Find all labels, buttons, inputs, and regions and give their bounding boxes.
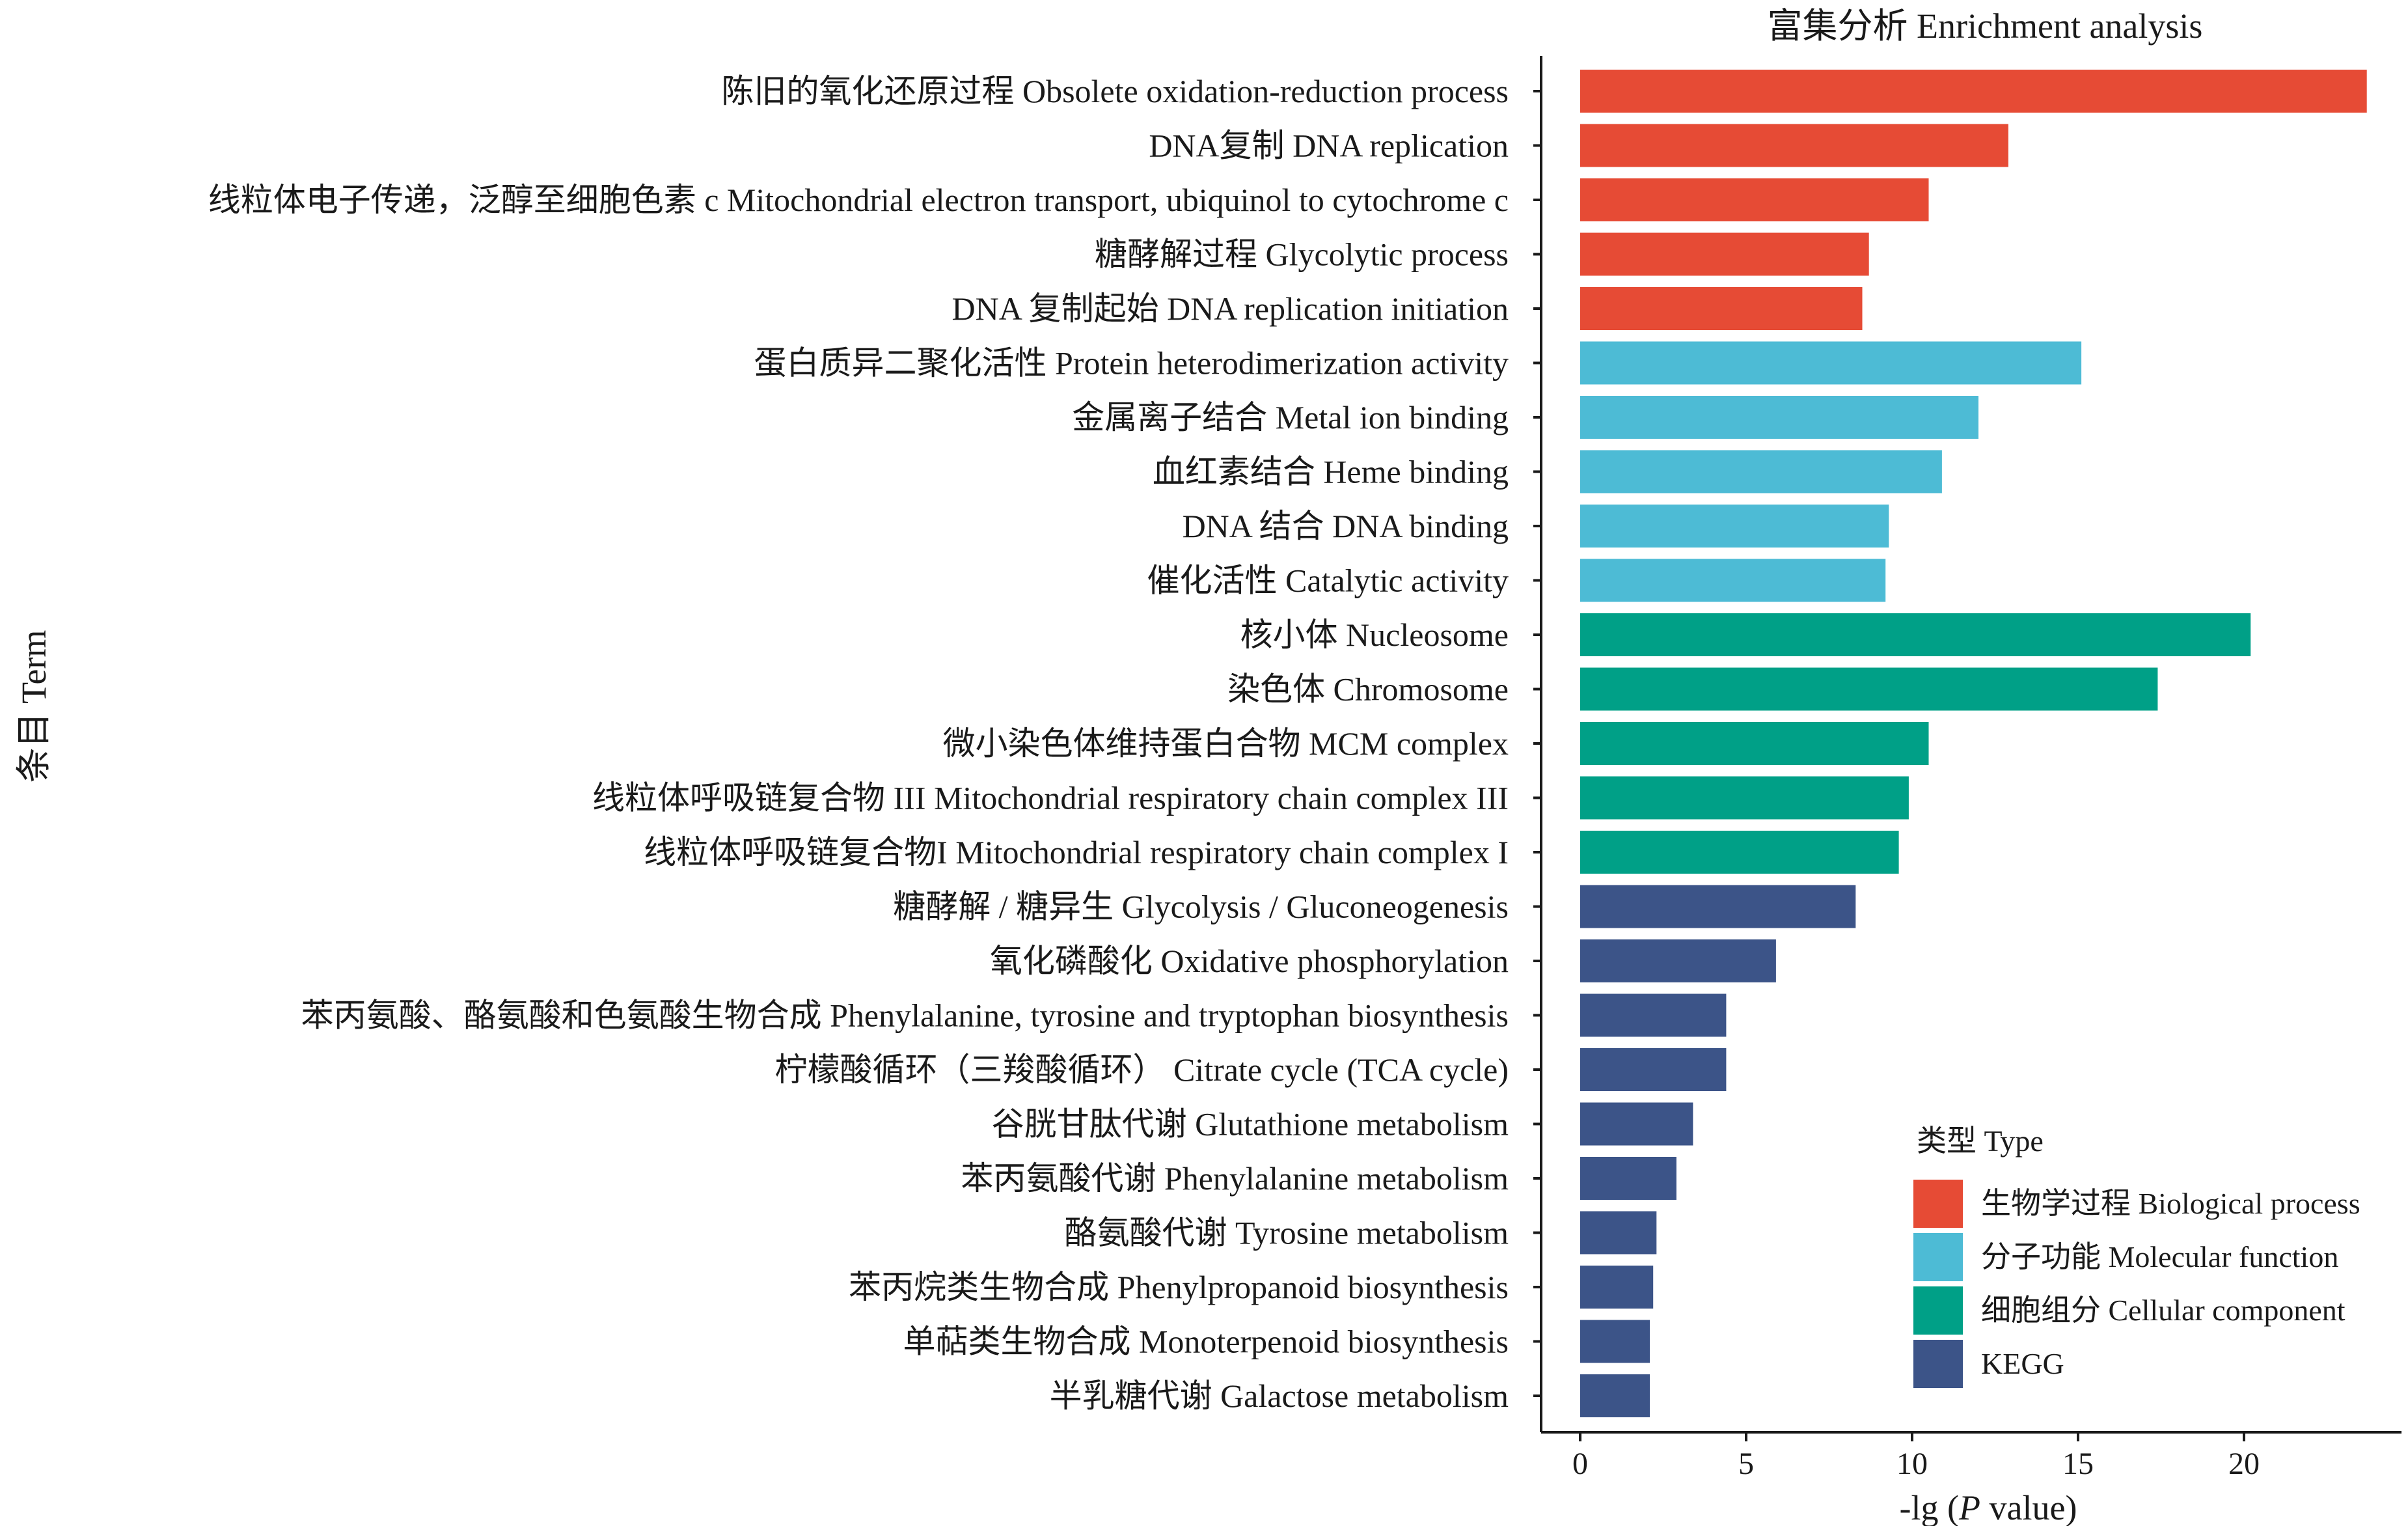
category-label-20: 谷胱甘肽代谢 Glutathione metabolism bbox=[992, 1106, 1509, 1143]
category-label-3: 线粒体电子传递，泛醇至细胞色素 c Mitochondrial electron… bbox=[208, 182, 1509, 218]
legend-title: 类型 Type bbox=[1917, 1124, 2044, 1158]
x-tick-label-15: 15 bbox=[2062, 1447, 2094, 1481]
bar-3 bbox=[1580, 178, 1929, 221]
category-label-8: 血红素结合 Heme binding bbox=[1153, 454, 1509, 490]
y-axis-title: 条目 Term bbox=[14, 630, 53, 783]
x-tick-label-20: 20 bbox=[2228, 1447, 2260, 1481]
category-label-17: 氧化磷酸化 Oxidative phosphorylation bbox=[990, 943, 1509, 979]
bar-7 bbox=[1580, 396, 1978, 439]
bar-10 bbox=[1580, 559, 1886, 602]
category-label-1: 陈旧的氧化还原过程 Obsolete oxidation-reduction p… bbox=[721, 73, 1509, 109]
x-tick-label-0: 0 bbox=[1572, 1447, 1588, 1481]
bar-14 bbox=[1580, 776, 1909, 820]
bar-24 bbox=[1580, 1320, 1650, 1363]
bar-4 bbox=[1580, 232, 1869, 276]
bar-20 bbox=[1580, 1102, 1693, 1146]
bar-17 bbox=[1580, 939, 1776, 982]
category-label-6: 蛋白质异二聚化活性 Protein heterodimerization act… bbox=[754, 345, 1509, 382]
x-axis-title-prefix: -lg ( bbox=[1900, 1488, 1959, 1526]
legend-label-mf: 分子功能 Molecular function bbox=[1981, 1240, 2338, 1273]
legend-label-cc: 细胞组分 Cellular component bbox=[1981, 1294, 2346, 1327]
bar-8 bbox=[1580, 450, 1942, 493]
bar-23 bbox=[1580, 1266, 1654, 1309]
bar-1 bbox=[1580, 70, 2367, 113]
category-label-19: 柠檬酸循环（三羧酸循环） Citrate cycle (TCA cycle) bbox=[774, 1051, 1509, 1088]
category-label-16: 糖酵解 / 糖异生 Glycolysis / Gluconeogenesis bbox=[893, 889, 1509, 925]
bar-16 bbox=[1580, 885, 1856, 928]
category-label-11: 核小体 Nucleosome bbox=[1240, 617, 1509, 653]
bar-25 bbox=[1580, 1374, 1650, 1417]
category-label-23: 苯丙烷类生物合成 Phenylpropanoid biosynthesis bbox=[849, 1269, 1509, 1305]
bar-22 bbox=[1580, 1211, 1657, 1255]
category-label-24: 单萜类生物合成 Monoterpenoid biosynthesis bbox=[903, 1324, 1509, 1360]
chart-title: 富集分析 Enrichment analysis bbox=[1768, 7, 2203, 46]
legend-swatch-bp bbox=[1913, 1180, 1963, 1228]
bar-12 bbox=[1580, 667, 2158, 711]
category-label-18: 苯丙氨酸、酪氨酸和色氨酸生物合成 Phenylalanine, tyrosine… bbox=[301, 997, 1509, 1034]
bar-11 bbox=[1580, 613, 2251, 656]
x-tick-label-10: 10 bbox=[1896, 1447, 1928, 1481]
category-label-2: DNA复制 DNA replication bbox=[1149, 128, 1509, 164]
legend: 类型 Type 生物学过程 Biological process 分子功能 Mol… bbox=[1913, 1124, 2360, 1388]
bar-9 bbox=[1580, 505, 1889, 548]
bar-2 bbox=[1580, 124, 2008, 167]
bar-5 bbox=[1580, 287, 1863, 330]
category-label-9: DNA 结合 DNA binding bbox=[1183, 508, 1509, 544]
x-axis-title-suffix: value) bbox=[1980, 1488, 2077, 1526]
category-label-10: 催化活性 Catalytic activity bbox=[1147, 562, 1509, 599]
category-label-5: DNA 复制起始 DNA replication initiation bbox=[952, 290, 1509, 327]
legend-items-group: 生物学过程 Biological process 分子功能 Molecular f… bbox=[1913, 1180, 2360, 1388]
bar-19 bbox=[1580, 1048, 1727, 1091]
bar-6 bbox=[1580, 341, 2082, 385]
legend-label-bp: 生物学过程 Biological process bbox=[1981, 1187, 2360, 1220]
category-label-14: 线粒体呼吸链复合物 III Mitochondrial respiratory … bbox=[592, 780, 1509, 816]
x-axis-title: -lg (P value) bbox=[1900, 1488, 2077, 1526]
bars-group bbox=[1580, 70, 2367, 1417]
category-label-15: 线粒体呼吸链复合物I Mitochondrial respiratory cha… bbox=[644, 834, 1509, 870]
category-label-21: 苯丙氨酸代谢 Phenylalanine metabolism bbox=[961, 1160, 1509, 1197]
category-label-12: 染色体 Chromosome bbox=[1227, 671, 1509, 708]
category-label-25: 半乳糖代谢 Galactose metabolism bbox=[1050, 1378, 1509, 1414]
bar-21 bbox=[1580, 1157, 1676, 1200]
category-label-7: 金属离子结合 Metal ion binding bbox=[1072, 399, 1509, 436]
bar-13 bbox=[1580, 722, 1929, 765]
category-labels-group: 陈旧的氧化还原过程 Obsolete oxidation-reduction p… bbox=[208, 73, 1509, 1414]
category-label-22: 酪氨酸代谢 Tyrosine metabolism bbox=[1064, 1215, 1509, 1251]
bar-18 bbox=[1580, 993, 1727, 1037]
category-label-4: 糖酵解过程 Glycolytic process bbox=[1095, 236, 1509, 273]
legend-swatch-cc bbox=[1913, 1286, 1963, 1335]
category-label-13: 微小染色体维持蛋白合物 MCM complex bbox=[943, 725, 1509, 762]
x-ticks-group: 0 5 10 15 20 bbox=[1572, 1432, 2260, 1481]
legend-swatch-kegg bbox=[1913, 1340, 1963, 1388]
x-tick-label-5: 5 bbox=[1738, 1447, 1754, 1481]
legend-swatch-mf bbox=[1913, 1233, 1963, 1281]
legend-label-kegg: KEGG bbox=[1981, 1347, 2064, 1380]
bar-15 bbox=[1580, 831, 1899, 874]
x-axis-title-italic: P bbox=[1958, 1488, 1980, 1526]
